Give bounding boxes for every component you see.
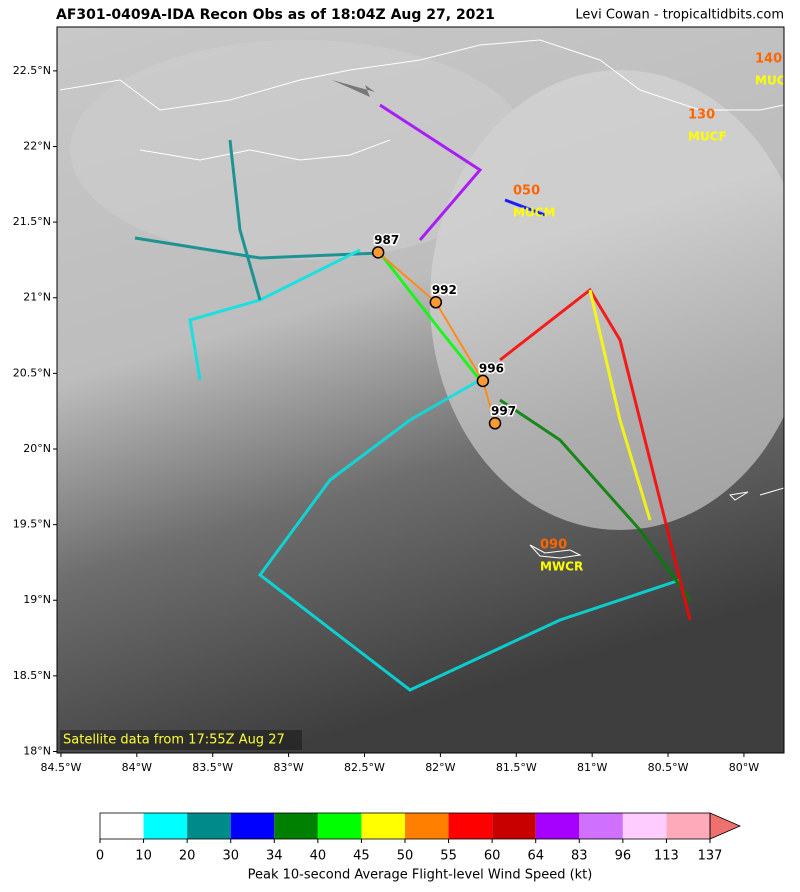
colorbar-tick-label: 113 [654,849,679,864]
colorbar-segment [187,813,231,839]
colorbar-tick-label: 20 [179,849,196,864]
cloud [70,40,530,260]
x-tick-label: 82.5°W [344,761,385,774]
colorbar-tick-label: 50 [397,849,414,864]
y-tick-label: 21°N [23,291,51,304]
colorbar-segment [361,813,405,839]
y-tick-label: 20.5°N [13,366,51,379]
x-tick-label: 80°W [729,761,759,774]
colorbar-segment [492,813,536,839]
colorbar-segment [579,813,623,839]
station-id: MUCF [688,130,727,144]
fix-point [429,296,443,309]
y-tick-label: 18°N [23,744,51,757]
colorbar-segment [405,813,449,839]
colorbar-tick-label: 0 [96,849,104,864]
y-tick-label: 20°N [23,442,51,455]
x-tick-label: 84°W [122,761,152,774]
coastline [59,39,784,161]
map-frame [56,26,785,754]
station-value: 090 [540,538,567,553]
fix-point [371,246,385,259]
colorbar-tick-label: 30 [222,849,239,864]
fix-track [377,251,496,424]
axes: 84.5°W 84°W 83.5°W 83°W 82.5°W 82°W 81.5°W 81°W… [13,64,759,774]
colorbar: 0 10 20 30 34 40 45 50 55 60 64 83 96 113 137 [96,812,742,864]
colorbar-segment [666,813,710,839]
title: AF301-0409A-IDA Recon Obs as of 18:04Z A… [56,7,495,23]
fix-point [488,417,502,430]
colorbar-segment [317,813,362,839]
colorbar-extension [709,812,742,840]
colorbar-segment [100,813,144,839]
note-bg [60,730,302,750]
station-value: 050 [513,184,540,199]
station-value: 140 [755,52,782,67]
x-tick-label: 82°W [425,761,455,774]
y-tick-label: 18.5°N [13,669,51,682]
stations: 140 MUCC 130 MUCF 050 MUCM 090 MWCR [513,52,794,574]
map-area: 987 992 996 997 140 MUCC 130 MUCF 050 MUCM 090 MWC… [57,27,794,753]
y-tick-label: 22.5°N [13,64,51,77]
x-tick-label: 81.5°W [496,761,537,774]
x-tick-label: 83.5°W [192,761,233,774]
colorbar-tick-label: 40 [310,849,327,864]
colorbar-tick-label: 55 [440,849,457,864]
colorbar-segment [274,813,318,839]
x-tick-label: 80.5°W [648,761,689,774]
y-tick-label: 21.5°N [13,215,51,228]
fix-pressure: 987 [374,233,399,247]
station-value: 130 [688,108,715,123]
fix-pressure: 996 [479,361,504,375]
station-id: MWCR [540,560,583,574]
fix-pressure: 992 [432,283,457,297]
station-id: MUCC [755,74,794,88]
x-tick-label: 81°W [577,761,607,774]
colorbar-tick-label: 83 [571,849,588,864]
flight-track [134,103,692,692]
colorbar-segment [230,813,275,839]
colorbar-segment [143,813,188,839]
station-id: MUCM [513,206,555,220]
y-tick-label: 19°N [23,593,51,606]
aircraft-icon [332,80,375,97]
colorbar-tick-label: 96 [615,849,632,864]
colorbar-tick-label: 137 [698,849,723,864]
colorbar-label: Peak 10-second Average Flight-level Wind… [248,868,593,883]
fix-pressure: 997 [491,404,516,418]
fix-point [476,374,490,388]
colorbar-segment [535,813,580,839]
cloud [430,70,784,530]
colorbar-tick-label: 34 [266,849,283,864]
satellite-note: Satellite data from 17:55Z Aug 27 [63,733,285,748]
colorbar-tick-label: 10 [135,849,152,864]
colorbar-tick-label: 64 [527,849,544,864]
colorbar-tick-label: 45 [353,849,370,864]
colorbar-tick-label: 60 [484,849,501,864]
y-tick-label: 22°N [23,139,51,152]
colorbar-segment [448,813,493,839]
credit: Levi Cowan - tropicaltidbits.com [575,8,784,23]
x-tick-label: 84.5°W [41,761,82,774]
coastline [529,487,784,559]
x-tick-label: 83°W [273,761,303,774]
colorbar-segment [622,813,667,839]
fixes: 987 992 996 997 [371,231,518,430]
y-tick-label: 19.5°N [13,518,51,531]
